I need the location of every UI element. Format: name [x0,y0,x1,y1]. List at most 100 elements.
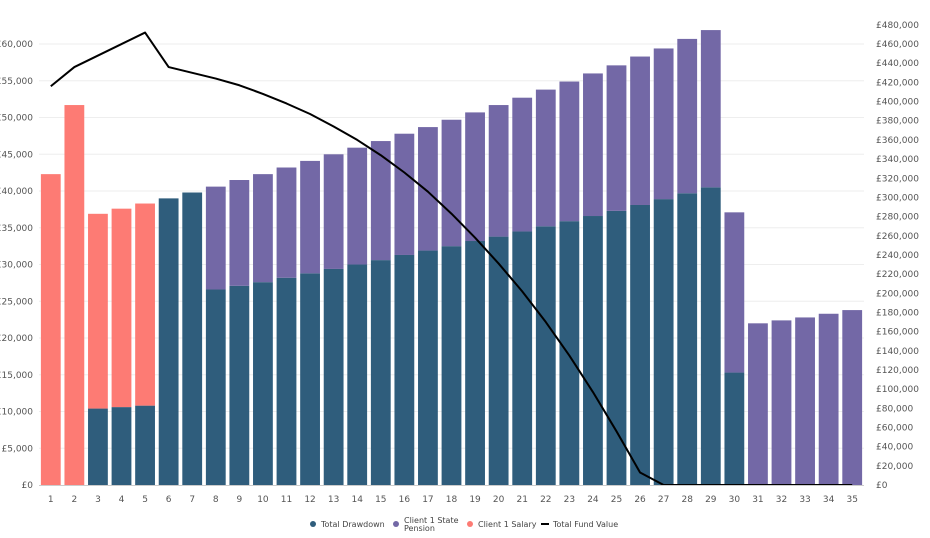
bar-total-drawdown-19[interactable] [465,241,485,485]
bar-client-1-state-pension-21[interactable] [512,97,533,232]
bar-client-1-state-pension-26[interactable] [630,56,650,205]
right-tick-label: £80,000 [876,404,913,414]
bar-total-drawdown-30[interactable] [724,372,745,485]
bar-client-1-state-pension-13[interactable] [323,154,344,269]
bar-client-1-state-pension-8[interactable] [205,186,226,290]
bar-client-1-state-pension-35[interactable] [842,310,863,485]
bar-client-1-salary-4[interactable] [111,208,132,408]
bar-total-drawdown-22[interactable] [535,226,556,485]
x-tick-label: 8 [213,495,219,505]
left-tick-label: £40,000 [0,187,33,197]
bar-total-drawdown-28[interactable] [677,193,698,486]
bar-client-1-state-pension-28[interactable] [677,38,698,194]
right-tick-label: £420,000 [876,78,919,88]
bar-total-drawdown-3[interactable] [88,408,108,485]
bar-total-drawdown-4[interactable] [111,407,132,485]
x-tick-label: 30 [729,495,741,505]
right-tick-label: £140,000 [876,347,919,357]
bar-total-drawdown-24[interactable] [583,216,603,485]
bar-client-1-state-pension-17[interactable] [418,127,438,251]
bar-total-drawdown-26[interactable] [630,205,650,485]
legend-label: Pension [404,524,435,533]
bar-client-1-state-pension-31[interactable] [748,323,768,485]
bar-client-1-state-pension-20[interactable] [488,105,509,237]
bar-total-drawdown-29[interactable] [700,187,721,486]
bar-total-drawdown-11[interactable] [276,277,297,485]
bar-total-drawdown-12[interactable] [300,273,320,485]
bar-total-drawdown-21[interactable] [512,231,533,485]
bar-total-drawdown-7[interactable] [182,192,203,486]
bar-client-1-salary-5[interactable] [135,203,155,406]
left-tick-label: £30,000 [0,261,33,271]
x-tick-label: 13 [328,495,339,505]
legend-label: Total Fund Value [552,520,618,529]
left-tick-label: £10,000 [0,408,33,418]
x-tick-label: 9 [236,495,242,505]
legend-item-total-fund-value[interactable]: Total Fund Value [541,520,618,529]
x-tick-label: 31 [752,495,763,505]
x-tick-label: 34 [823,495,835,505]
bar-total-drawdown-18[interactable] [441,246,462,485]
bar-client-1-state-pension-15[interactable] [370,141,391,261]
bar-client-1-state-pension-24[interactable] [583,73,603,217]
legend-item-total-drawdown[interactable]: Total Drawdown [310,520,385,529]
bar-total-drawdown-10[interactable] [253,282,273,485]
bar-total-drawdown-9[interactable] [229,285,250,485]
bar-client-1-state-pension-10[interactable] [253,174,273,283]
bar-total-drawdown-25[interactable] [606,210,627,485]
x-axis: 1 2 3 4 5 6 7 8 9 10 11 12 13 14 15 16 17 18 19 20 21 22 23 24 2… [48,495,858,505]
legend-swatch [467,521,473,527]
bar-client-1-state-pension-16[interactable] [394,133,415,255]
bar-client-1-salary-2[interactable] [64,105,85,486]
bar-client-1-state-pension-32[interactable] [771,320,792,485]
bar-client-1-state-pension-25[interactable] [606,65,627,211]
x-tick-label: 1 [48,495,54,505]
bar-client-1-state-pension-9[interactable] [229,180,250,286]
bar-total-drawdown-5[interactable] [135,405,155,485]
right-tick-label: £260,000 [876,232,919,242]
bar-client-1-state-pension-11[interactable] [276,167,297,278]
right-tick-label: £440,000 [876,59,919,69]
x-tick-label: 24 [587,495,599,505]
bar-client-1-state-pension-12[interactable] [300,160,320,274]
bar-client-1-state-pension-14[interactable] [347,147,368,265]
bar-client-1-state-pension-33[interactable] [795,317,815,485]
x-tick-label: 27 [658,495,669,505]
bars [40,30,863,486]
x-tick-label: 29 [705,495,717,505]
bar-client-1-state-pension-29[interactable] [700,30,721,188]
bar-total-drawdown-20[interactable] [488,236,509,485]
bar-client-1-state-pension-27[interactable] [653,48,674,200]
bar-total-drawdown-27[interactable] [653,199,674,485]
bar-client-1-state-pension-34[interactable] [818,313,839,485]
bar-client-1-state-pension-22[interactable] [535,89,556,227]
x-tick-label: 25 [611,495,622,505]
bar-total-drawdown-8[interactable] [205,289,226,485]
bar-client-1-state-pension-23[interactable] [559,81,580,222]
bar-total-drawdown-13[interactable] [323,268,344,485]
bar-client-1-state-pension-19[interactable] [465,112,485,242]
right-tick-label: £460,000 [876,40,919,50]
bar-total-drawdown-14[interactable] [347,264,368,485]
x-tick-label: 5 [142,495,148,505]
legend-item-client-1-salary[interactable]: Client 1 Salary [467,520,537,529]
right-tick-label: £20,000 [876,462,913,472]
x-tick-label: 17 [422,495,433,505]
bar-client-1-salary-3[interactable] [88,213,108,409]
bar-client-1-state-pension-30[interactable] [724,212,745,373]
bar-total-drawdown-23[interactable] [559,221,580,485]
right-tick-label: £60,000 [876,423,913,433]
left-tick-label: £5,000 [2,444,34,454]
bar-total-drawdown-17[interactable] [418,250,438,485]
bar-total-drawdown-16[interactable] [394,254,415,485]
bar-client-1-state-pension-18[interactable] [441,119,462,247]
x-tick-label: 33 [799,495,810,505]
x-tick-label: 7 [189,495,195,505]
bar-total-drawdown-15[interactable] [370,260,391,485]
bar-total-drawdown-6[interactable] [158,198,179,485]
bar-client-1-salary-1[interactable] [40,174,61,485]
x-tick-label: 35 [846,495,857,505]
right-tick-label: £220,000 [876,270,919,280]
